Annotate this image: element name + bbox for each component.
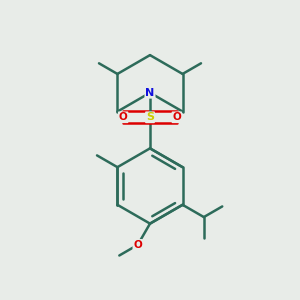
Text: O: O [119, 112, 128, 122]
Text: O: O [134, 240, 142, 250]
Text: O: O [172, 112, 181, 122]
Text: S: S [146, 112, 154, 122]
Text: N: N [146, 88, 154, 98]
